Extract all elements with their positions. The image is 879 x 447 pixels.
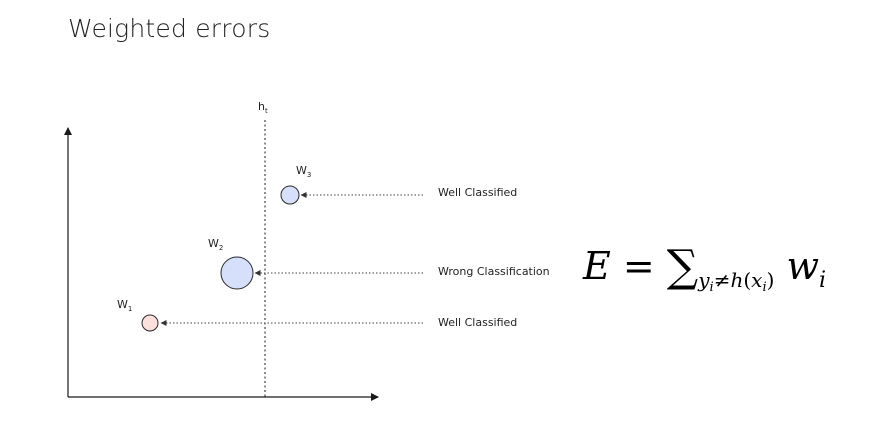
point-w2: W2 Wrong Classification — [208, 237, 550, 290]
formula-term-sub: i — [819, 268, 827, 293]
formula-equals: = — [622, 244, 655, 288]
weighted-error-formula: E = ∑yi≠h((xxi) wi — [583, 243, 826, 295]
point-w2-annotation: Wrong Classification — [438, 265, 550, 278]
formula-subscript: yi≠h((xxi) — [698, 268, 775, 295]
point-w1-label: W1 — [117, 298, 132, 313]
formula-lhs: E — [583, 244, 611, 288]
point-w3-annotation: Well Classified — [438, 186, 517, 199]
point-w1: W1 Well Classified — [117, 298, 517, 332]
formula-sigma: ∑ — [666, 241, 699, 292]
formula-term: w — [786, 244, 820, 288]
hypothesis-label: ht — [258, 100, 268, 115]
point-w3: W3 Well Classified — [280, 164, 517, 205]
slide-title: Weighted errors — [68, 14, 271, 43]
point-w3-label: W3 — [296, 164, 311, 179]
point-w2-circle — [220, 256, 254, 290]
point-w3-circle — [280, 185, 300, 205]
point-w2-label: W2 — [208, 237, 223, 252]
point-w1-annotation: Well Classified — [438, 316, 517, 329]
point-w1-circle — [141, 314, 159, 332]
